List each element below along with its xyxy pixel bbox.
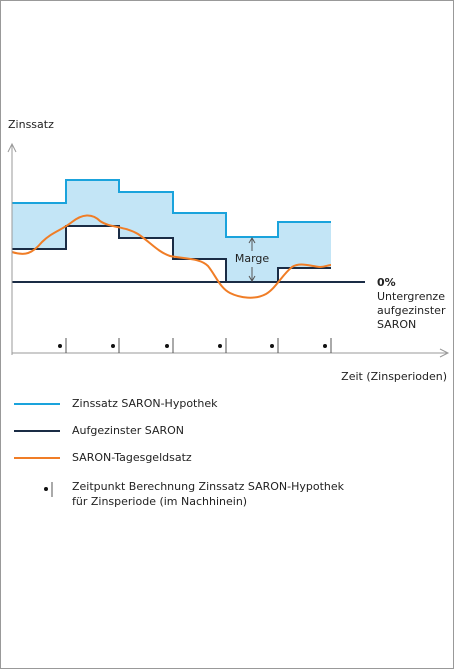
margin-arrowheads <box>248 237 256 282</box>
legend-label: für Zinsperiode (im Nachhinein) <box>72 495 247 508</box>
legend-dot <box>44 487 48 491</box>
margin-label-bg <box>230 251 274 267</box>
y-axis-label: Zinssatz <box>8 118 54 131</box>
y-arrow <box>7 142 17 153</box>
x-axis-label: Zeit (Zinsperioden) <box>341 370 447 383</box>
legend-label: Zeitpunkt Berechnung Zinssatz SARON-Hypo… <box>72 480 345 493</box>
floor-label: SARON <box>377 318 416 331</box>
compounded-saron-line <box>12 225 331 283</box>
mortgage-rate-line <box>12 179 331 238</box>
floor-label: aufgezinster <box>377 304 446 317</box>
calc-dots <box>58 344 327 348</box>
x-arrow <box>439 348 450 358</box>
period-ticks <box>65 338 332 353</box>
legend-label: Aufgezinster SARON <box>72 424 184 437</box>
zero-label: 0% <box>377 276 396 289</box>
saron-overnight-line <box>11 214 332 299</box>
margin-band <box>12 180 331 282</box>
legend-label: Zinssatz SARON-Hypothek <box>72 397 218 410</box>
legend-label: SARON-Tagesgeldsatz <box>72 451 192 464</box>
margin-label: Marge <box>235 252 270 265</box>
floor-label: Untergrenze <box>377 290 445 303</box>
